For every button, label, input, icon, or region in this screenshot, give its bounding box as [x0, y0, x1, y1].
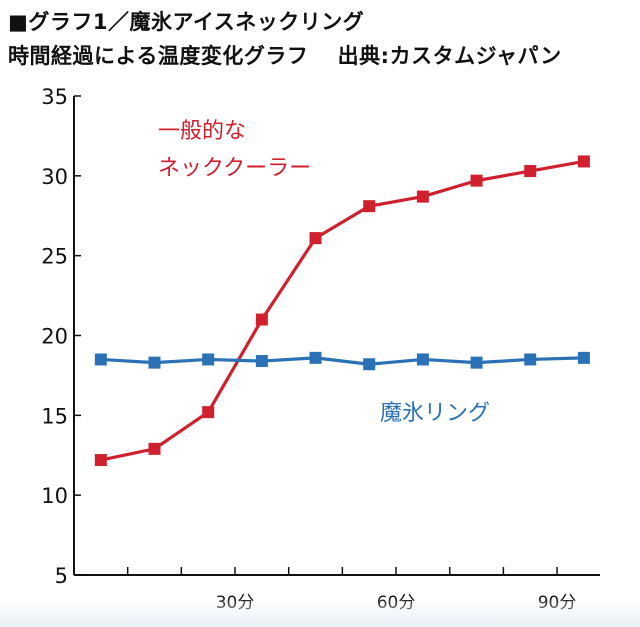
data-point-marker: [148, 442, 161, 455]
series-line: [100, 356, 584, 366]
data-point-marker: [148, 356, 161, 369]
data-point-marker: [202, 353, 215, 366]
data-point-marker: [524, 165, 537, 178]
series-mahyo-ring: [94, 351, 590, 371]
axes: [73, 96, 600, 576]
data-point-marker: [470, 356, 483, 369]
chart-subtitle-source: 時間経過による温度変化グラフ 出典:カスタムジャパン: [8, 44, 562, 68]
data-point-marker: [577, 351, 590, 364]
data-point-marker: [255, 355, 268, 368]
decorative-floor: [0, 597, 640, 627]
y-tick-label: 10: [41, 484, 68, 508]
data-point-marker: [416, 190, 429, 203]
y-tick-label: 5: [55, 564, 68, 588]
data-point-marker: [94, 454, 107, 467]
data-point-marker: [94, 353, 107, 366]
data-point-marker: [309, 232, 322, 245]
series-line: [100, 159, 585, 462]
data-point-marker: [524, 353, 537, 366]
y-tick-label: 30: [41, 165, 68, 189]
y-tick-label: 20: [41, 325, 68, 349]
series-neck-cooler: [94, 155, 590, 467]
data-point-marker: [363, 358, 376, 371]
data-point-marker: [309, 351, 322, 364]
data-point-marker: [577, 155, 590, 168]
data-point-marker: [470, 174, 483, 187]
data-point-marker: [255, 313, 268, 326]
y-tick-label: 35: [41, 85, 68, 109]
series-label-neck-cooler-line1: 一般的な: [158, 119, 246, 144]
series-label-neck-cooler-line2: ネッククーラー: [158, 156, 311, 181]
chart-title: ■グラフ1／魔氷アイスネックリング: [8, 10, 365, 34]
data-point-marker: [416, 353, 429, 366]
y-axis-ticks: 5 10 15 20 25 30 35: [41, 85, 81, 588]
y-tick-label: 25: [41, 245, 68, 269]
data-point-marker: [202, 406, 215, 419]
series-label-mahyo-ring: 魔氷リング: [380, 401, 490, 426]
data-point-marker: [363, 200, 376, 213]
y-tick-label: 15: [41, 404, 68, 428]
